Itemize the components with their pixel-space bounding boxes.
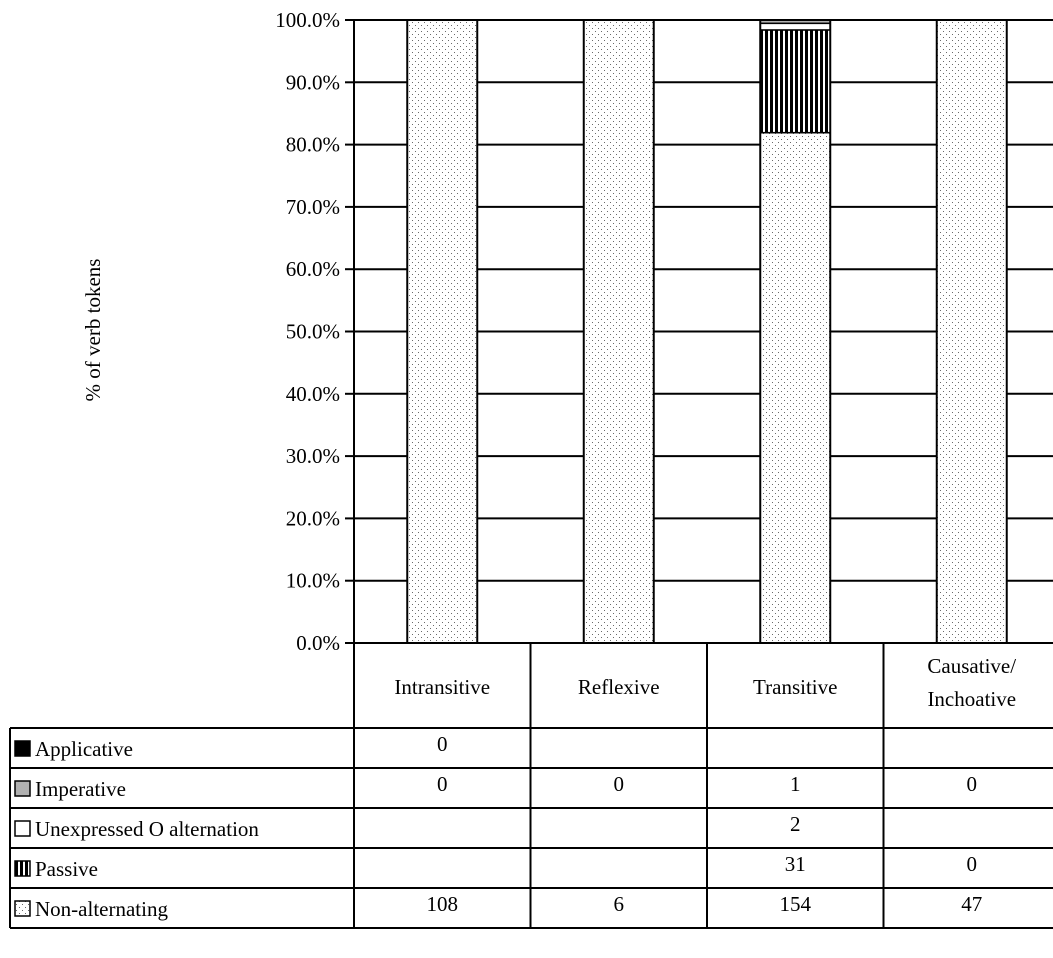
category-label: Inchoative	[927, 687, 1016, 711]
table-cell-value: 1	[790, 772, 801, 796]
legend-label: Imperative	[35, 777, 126, 801]
data-table: Intransitive Reflexive Transitive Causative…	[9, 643, 1053, 929]
legend-key	[14, 780, 31, 797]
legend-key	[14, 860, 31, 877]
table-cell-value: 0	[967, 772, 978, 796]
y-tick-label: 80.0%	[286, 133, 340, 157]
bar-segment	[406, 19, 478, 644]
category-label: Intransitive	[394, 675, 490, 699]
bar-segment	[583, 19, 655, 644]
table-cell-value: 0	[614, 772, 625, 796]
table-cell-value: 31	[785, 852, 806, 876]
y-tick-label: 90.0%	[286, 70, 340, 94]
bar-segment	[936, 19, 1008, 644]
category-label: Transitive	[753, 675, 837, 699]
category-label: Reflexive	[578, 675, 660, 699]
table-cell-value: 0	[967, 852, 978, 876]
bar-segment	[759, 29, 831, 134]
y-tick-label: 30.0%	[286, 444, 340, 468]
legend-key	[14, 740, 31, 757]
y-tick-label: 20.0%	[286, 506, 340, 530]
y-axis: 0.0% 10.0% 20.0% 30.0% 40.0% 50.0% 60.0% 70.0% 8…	[275, 8, 1053, 655]
table-cell-value: 2	[790, 812, 801, 836]
y-tick-label: 10.0%	[286, 569, 340, 593]
category-label: Causative/	[927, 654, 1016, 678]
bars	[406, 19, 1008, 644]
y-tick-label: 100.0%	[275, 8, 340, 32]
y-tick-label: 50.0%	[286, 320, 340, 344]
table-cell-value: 0	[437, 732, 448, 756]
legend-label: Unexpressed O alternation	[35, 817, 259, 841]
legend-key	[14, 900, 31, 917]
table-cell-value: 6	[614, 892, 625, 916]
y-axis-label: % of verb tokens	[81, 259, 105, 402]
table-cell-value: 154	[780, 892, 812, 916]
legend-label: Passive	[35, 857, 98, 881]
legend-key	[14, 820, 31, 837]
y-tick-label: 70.0%	[286, 195, 340, 219]
y-tick-label: 60.0%	[286, 257, 340, 281]
table-cell-value: 47	[961, 892, 982, 916]
legend-label: Applicative	[35, 737, 133, 761]
y-tick-label: 40.0%	[286, 382, 340, 406]
bar-segment	[759, 131, 831, 644]
y-tick-label: 0.0%	[296, 631, 340, 655]
bar-segment	[759, 22, 831, 31]
table-cell-value: 0	[437, 772, 448, 796]
table-cell-value: 108	[427, 892, 459, 916]
legend-label: Non-alternating	[35, 897, 168, 921]
